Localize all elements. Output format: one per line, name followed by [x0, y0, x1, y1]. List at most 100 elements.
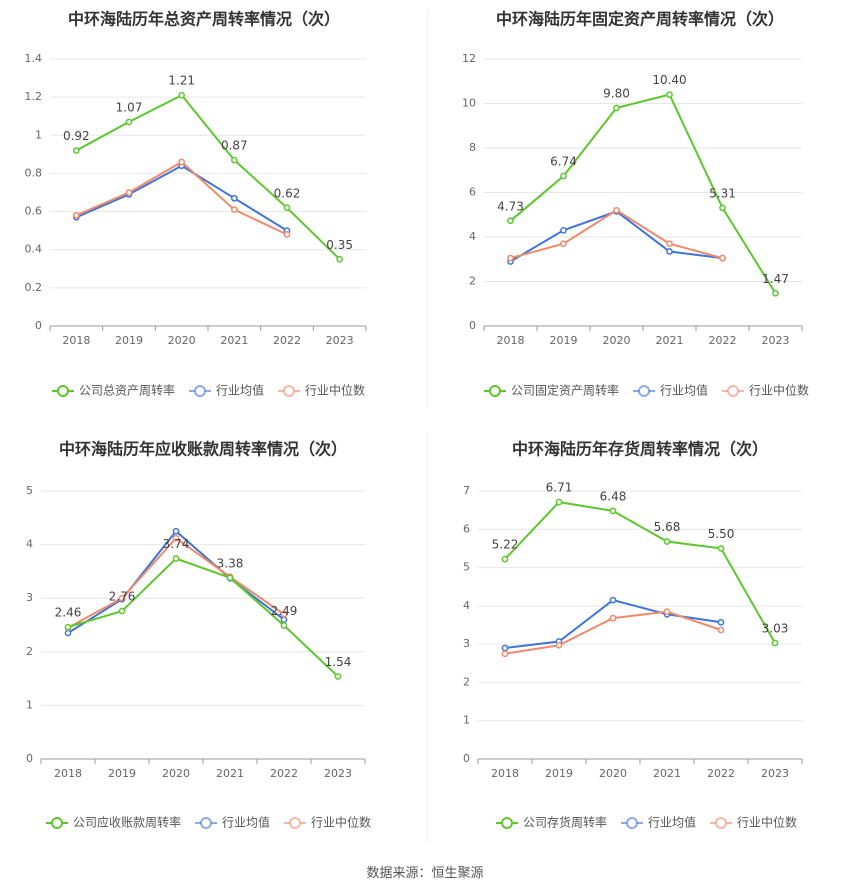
data-label: 0.35	[326, 238, 353, 252]
x-tick-label: 2023	[762, 334, 790, 347]
data-source-label: 数据来源：恒生聚源	[366, 866, 484, 881]
data-point	[663, 538, 671, 545]
data-point	[507, 217, 514, 225]
y-tick-label: 2	[26, 645, 33, 658]
data-label: 5.31	[709, 186, 736, 200]
legend-label: 行业均值	[222, 815, 270, 830]
data-point	[118, 607, 126, 615]
series-line	[75, 160, 288, 236]
legend-marker	[57, 385, 69, 397]
legend-item: 公司固定资产周转率	[484, 383, 619, 398]
x-tick-label: 2018	[491, 767, 519, 780]
chart-1: 中环海陆历年总资产周转率情况（次） 0 0.2 0.4 0.6 0.8 1 1.2 1.4 201…	[25, 10, 367, 398]
legend-label: 行业中位数	[311, 815, 371, 830]
data-label: 9.80	[603, 86, 630, 100]
y-tick-label: 0	[469, 319, 476, 332]
data-label: 0.87	[221, 139, 248, 153]
y-tick-label: 6	[463, 522, 470, 535]
y-tick-label: 1	[35, 128, 42, 141]
data-point	[230, 194, 238, 202]
y-tick-label: 2	[469, 275, 476, 288]
legend-item: 行业中位数	[722, 383, 809, 398]
y-tick-label: 0.8	[25, 166, 43, 179]
y-tick-label: 0	[463, 752, 470, 765]
x-tick-label: 2021	[216, 767, 244, 780]
legend-marker	[51, 817, 63, 829]
data-point	[230, 156, 238, 164]
data-point	[118, 594, 126, 602]
series-line	[509, 210, 723, 263]
y-tick-label: 0	[26, 752, 33, 765]
data-point	[666, 240, 673, 248]
series-line	[510, 209, 723, 260]
data-point	[717, 618, 725, 626]
x-tick-label: 2020	[603, 334, 631, 347]
chart-title: 中环海陆历年存货周转率情况（次）	[512, 440, 768, 459]
data-point	[560, 172, 567, 180]
y-tick-label: 8	[469, 141, 476, 154]
legend-label: 行业中位数	[749, 383, 809, 398]
data-point	[717, 545, 725, 552]
y-tick-label: 1.2	[25, 90, 43, 103]
data-point	[72, 147, 80, 154]
legend-marker	[626, 817, 638, 829]
legend-marker	[283, 385, 295, 397]
legend-label: 公司存货周转率	[523, 815, 607, 830]
x-tick-label: 2022	[707, 767, 735, 780]
data-point	[609, 614, 617, 622]
y-tick-label: 1.4	[25, 52, 43, 65]
legend-marker	[200, 817, 212, 829]
data-point	[178, 158, 186, 166]
data-point	[172, 555, 180, 562]
series-line	[75, 164, 288, 232]
series-line	[504, 599, 722, 649]
legend-label: 行业均值	[660, 383, 708, 398]
vertical-divider-bottom	[427, 432, 428, 842]
y-tick-label: 0	[35, 319, 42, 332]
data-point	[666, 91, 673, 98]
legend-label: 公司固定资产周转率	[511, 383, 619, 398]
data-label: 1.47	[762, 272, 789, 286]
data-point	[663, 608, 671, 615]
legend-marker	[727, 385, 739, 397]
data-label: 3.38	[217, 556, 244, 570]
data-point	[555, 641, 563, 649]
legend-label: 行业均值	[216, 383, 264, 398]
data-point	[125, 118, 133, 126]
data-label: 10.40	[652, 73, 686, 87]
data-point	[719, 204, 726, 212]
legend-marker	[194, 385, 206, 397]
data-point	[226, 574, 234, 582]
series-line	[504, 501, 776, 644]
y-tick-label: 5	[463, 561, 470, 574]
data-label: 2.46	[55, 606, 82, 620]
data-point	[283, 231, 291, 238]
data-point	[172, 534, 180, 542]
y-tick-label: 1	[463, 714, 470, 727]
data-point	[771, 639, 779, 647]
y-tick-label: 4	[469, 230, 476, 243]
data-label: 5.68	[654, 520, 681, 534]
y-tick-label: 3	[463, 637, 470, 650]
data-point	[609, 596, 617, 604]
y-tick-label: 12	[462, 52, 476, 65]
legend-item: 公司总资产周转率	[52, 383, 175, 398]
chart-title: 中环海陆历年应收账款周转率情况（次）	[59, 440, 347, 459]
x-tick-label: 2018	[497, 334, 525, 347]
data-label: 6.48	[600, 489, 627, 503]
data-label: 1.07	[116, 100, 143, 114]
legend-item: 公司应收账款周转率	[46, 815, 181, 830]
x-tick-label: 2022	[273, 334, 301, 347]
data-point	[555, 498, 563, 506]
data-label: 1.54	[325, 655, 352, 669]
data-point	[283, 204, 291, 212]
data-label: 5.50	[708, 527, 735, 541]
legend-marker	[289, 817, 301, 829]
legend-item: 行业均值	[633, 383, 708, 398]
data-label: 1.21	[168, 74, 195, 88]
legend-marker	[638, 385, 650, 397]
data-label: 0.92	[63, 129, 90, 143]
x-tick-label: 2020	[168, 334, 196, 347]
x-tick-label: 2021	[653, 767, 681, 780]
